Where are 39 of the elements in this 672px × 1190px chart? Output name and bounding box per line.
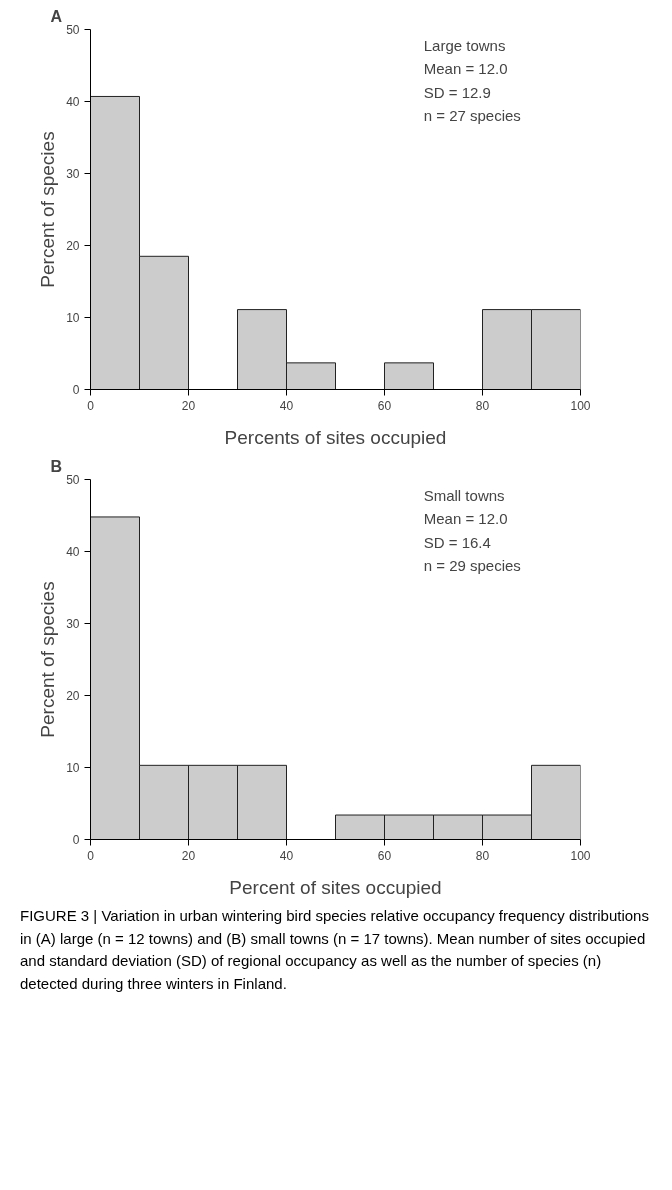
x-tick-label: 100 xyxy=(570,848,591,863)
caption: FIGURE 3 | Variation in urban wintering bird species relative occupancy frequency distributions in (A) large (n = 12 towns) and (B) small towns (n = 17 towns). Mean number of sites occupied and standard deviation (SD) of regional occupancy as well as the number of species (n) detected during three winters in Finland. xyxy=(20,906,650,994)
annotation: SD = 12.9 xyxy=(423,83,491,101)
x-tick-label: 0 xyxy=(87,398,95,413)
y-tick-label: 10 xyxy=(66,761,80,775)
annotation: Mean = 12.0 xyxy=(423,510,508,528)
y-axis-title: Percent of species xyxy=(37,581,59,738)
x-tick-label: 40 xyxy=(279,848,294,863)
annotation: Large towns xyxy=(423,36,506,54)
x-tick-label: 60 xyxy=(377,848,392,863)
y-tick-label: 10 xyxy=(66,311,80,325)
y-tick-label: 50 xyxy=(66,473,80,487)
annotation: Small towns xyxy=(423,486,505,504)
y-tick-label: 0 xyxy=(72,383,80,397)
x-tick-label: 20 xyxy=(181,848,196,863)
x-tick-label: 80 xyxy=(475,848,490,863)
x-tick-label: 80 xyxy=(475,398,490,413)
y-tick-label: 50 xyxy=(66,23,80,37)
annotation: SD = 16.4 xyxy=(423,533,491,551)
y-tick-label: 30 xyxy=(66,167,80,181)
x-tick-label: 60 xyxy=(377,398,392,413)
y-tick-label: 20 xyxy=(66,239,80,253)
x-axis-title: Percent of sites occupied xyxy=(229,876,442,898)
annotation: n = 29 species xyxy=(423,556,521,574)
y-tick-label: 0 xyxy=(72,833,80,847)
chart-title: B xyxy=(50,457,63,475)
x-tick-label: 40 xyxy=(279,398,294,413)
y-tick-label: 20 xyxy=(66,689,80,703)
y-tick-label: 40 xyxy=(66,95,80,109)
y-tick-label: 30 xyxy=(66,617,80,631)
x-tick-label: 100 xyxy=(570,398,591,413)
annotation: n = 27 species xyxy=(423,106,521,124)
annotation: Mean = 12.0 xyxy=(423,60,508,78)
x-tick-label: 0 xyxy=(87,848,95,863)
x-axis-title: Percents of sites occupied xyxy=(224,426,447,448)
y-axis-title: Percent of species xyxy=(37,131,59,288)
y-tick-label: 40 xyxy=(66,545,80,559)
chart-title: A xyxy=(50,7,63,25)
x-tick-label: 20 xyxy=(181,398,196,413)
